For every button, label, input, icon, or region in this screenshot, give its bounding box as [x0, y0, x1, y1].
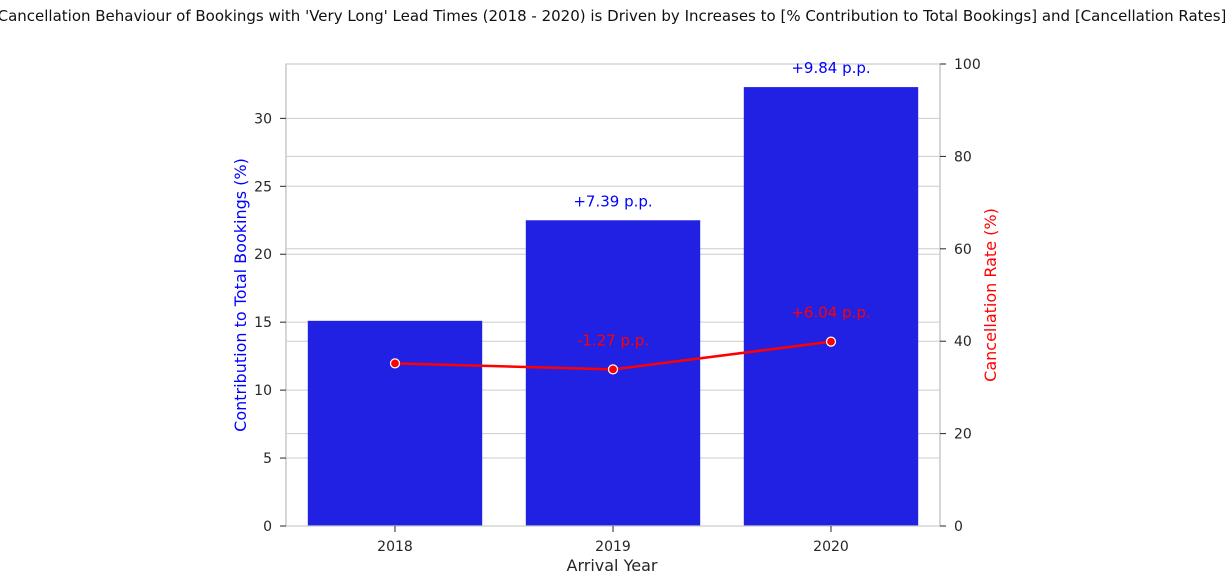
x-tick-label-2018: 2018 — [377, 539, 413, 555]
x-tick-label-2020: 2020 — [813, 539, 849, 555]
bar-annotation-2019: +7.39 p.p. — [573, 192, 652, 210]
chart-title: Cancellation Behaviour of Bookings with … — [0, 7, 1225, 25]
bar-2020 — [743, 87, 919, 526]
right-tick-label: 0 — [954, 519, 963, 535]
left-tick-label: 15 — [254, 315, 272, 331]
right-tick-label: 80 — [954, 149, 972, 165]
line-annotation-2019: -1.27 p.p. — [577, 331, 649, 349]
left-tick-label: 10 — [254, 383, 272, 399]
right-tick-label: 60 — [954, 242, 972, 258]
right-tick-label: 40 — [954, 334, 972, 350]
right-axis-ticks: 0 20 40 60 80 100 — [940, 57, 981, 535]
left-tick-label: 30 — [254, 111, 272, 127]
right-tick-label: 100 — [954, 57, 981, 73]
left-tick-label: 5 — [263, 451, 272, 467]
left-axis-label: Contribution to Total Bookings (%) — [231, 158, 250, 432]
bar-annotation-2020: +9.84 p.p. — [791, 59, 870, 77]
left-tick-label: 25 — [254, 179, 272, 195]
left-tick-label: 0 — [263, 519, 272, 535]
line-point-2020 — [825, 336, 837, 347]
right-axis-label: Cancellation Rate (%) — [981, 208, 1000, 382]
bar-2018 — [307, 320, 483, 526]
x-axis-label: Arrival Year — [567, 556, 658, 575]
left-axis-ticks: 0 5 10 15 20 25 30 — [254, 111, 286, 535]
x-axis-ticks: 2018 2019 2020 — [377, 526, 849, 555]
x-tick-label-2019: 2019 — [595, 539, 631, 555]
line-point-2019 — [607, 364, 619, 375]
annotations: +7.39 p.p. +9.84 p.p. -1.27 p.p. +6.04 p.p. — [573, 59, 870, 349]
left-tick-label: 20 — [254, 247, 272, 263]
line-series — [389, 336, 837, 375]
line-point-2018 — [389, 358, 401, 369]
right-tick-label: 20 — [954, 427, 972, 443]
line-annotation-2020: +6.04 p.p. — [791, 304, 870, 322]
